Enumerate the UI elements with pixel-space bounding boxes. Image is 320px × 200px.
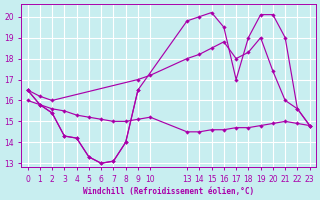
X-axis label: Windchill (Refroidissement éolien,°C): Windchill (Refroidissement éolien,°C) xyxy=(83,187,254,196)
